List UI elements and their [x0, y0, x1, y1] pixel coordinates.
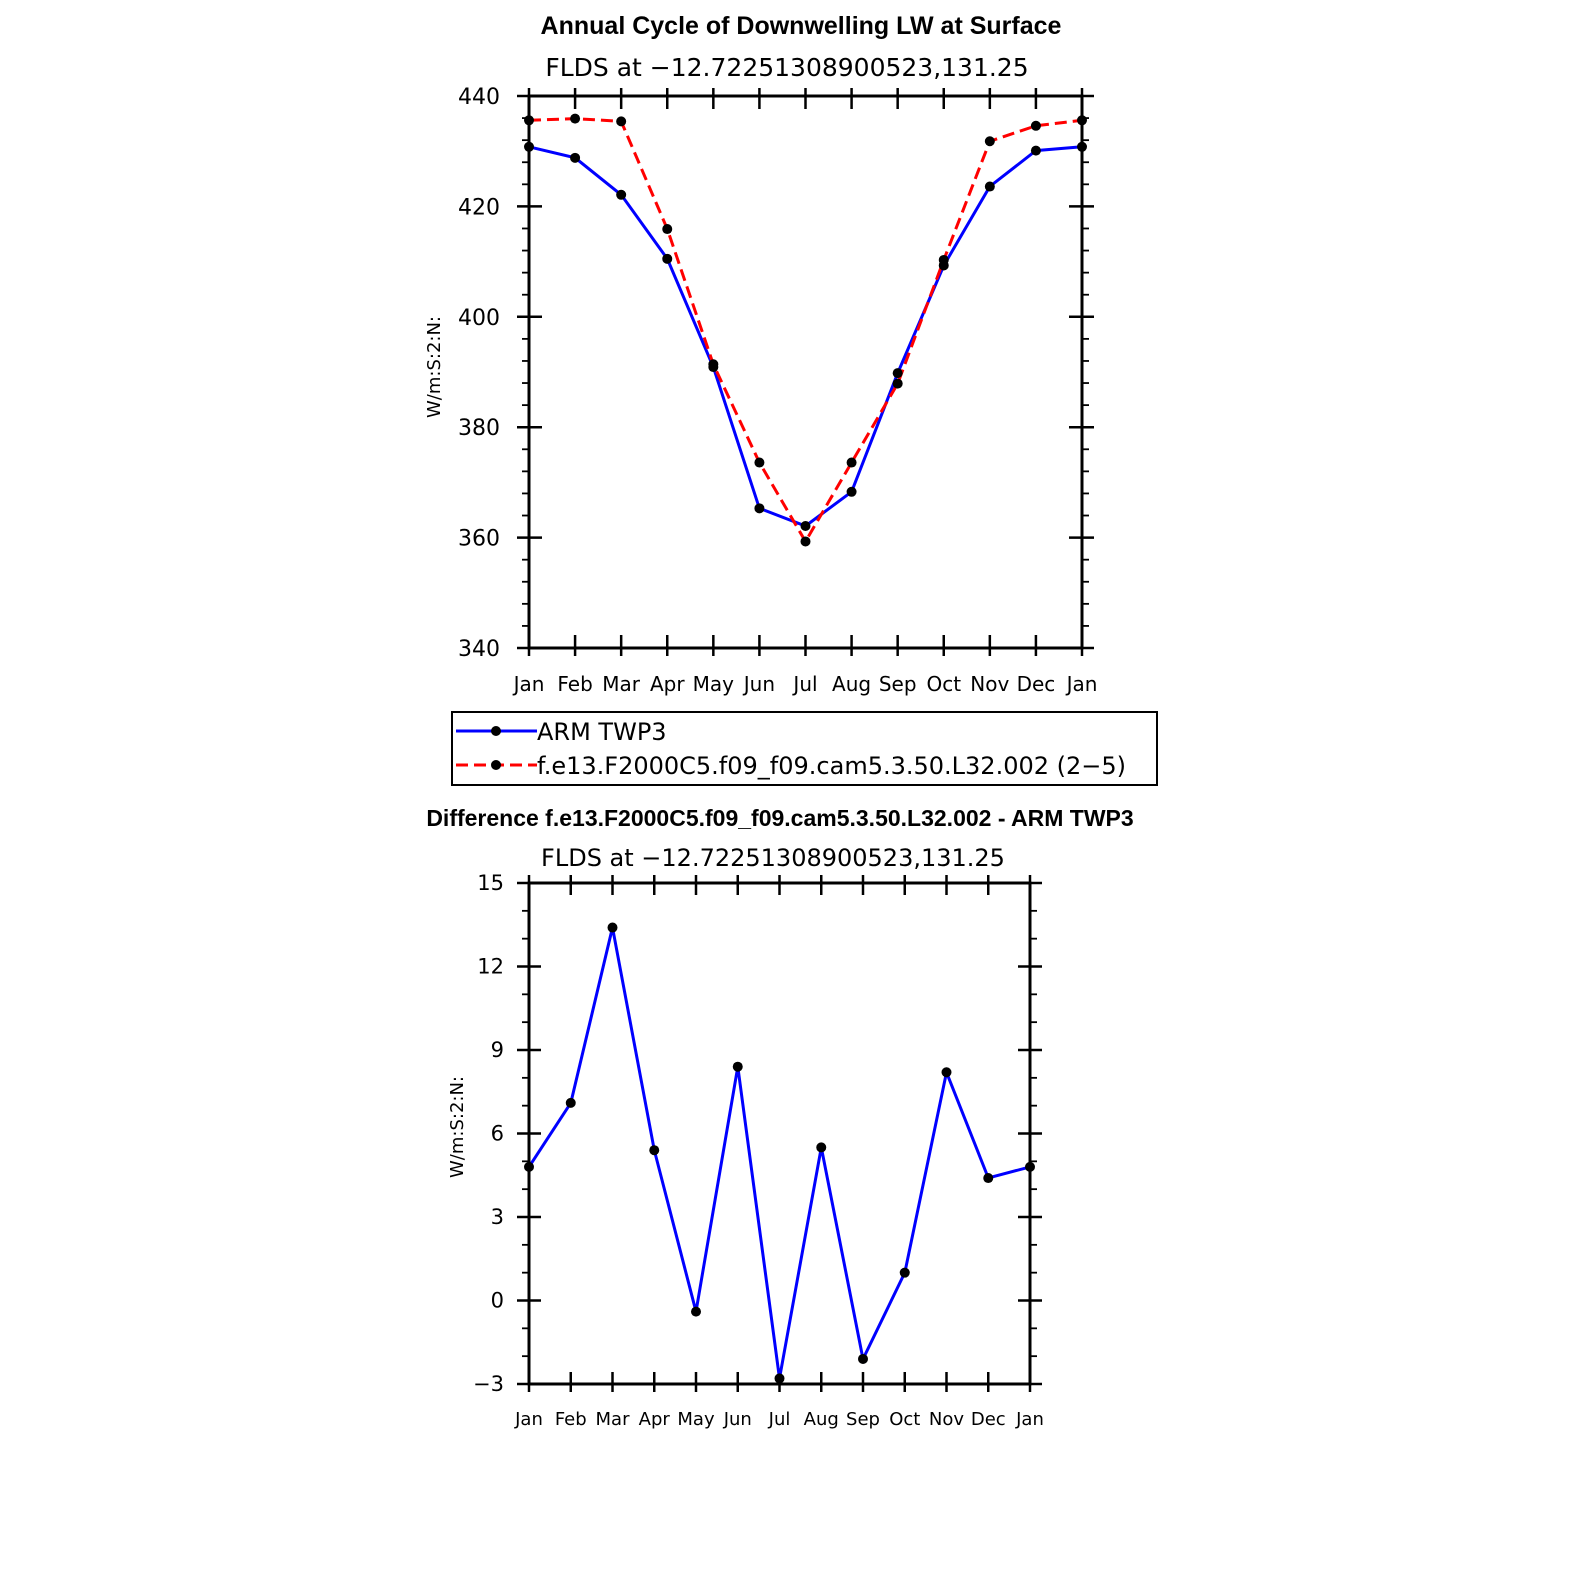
- x-tick-label: Oct: [889, 1409, 920, 1430]
- legend-marker-model: [491, 760, 501, 770]
- series-group: [524, 922, 1035, 1384]
- x-tick-label: Jan: [514, 1409, 543, 1430]
- x-tick-label: Jun: [742, 672, 775, 696]
- data-point: [754, 503, 765, 514]
- y-tick-label: 15: [477, 871, 504, 895]
- y-tick-labels: −3 0 3 6 9 12 15: [473, 871, 504, 1396]
- legend-label-model: f.e13.F2000C5.f09_f09.cam5.3.50.L32.002 …: [537, 752, 1126, 780]
- legend: ARM TWP3 f.e13.F2000C5.f09_f09.cam5.3.50…: [451, 711, 1158, 786]
- data-point: [570, 113, 581, 124]
- x-tick-label: Feb: [555, 1409, 587, 1430]
- x-tick-label: Jul: [768, 1409, 791, 1430]
- data-point: [732, 1061, 743, 1072]
- x-tick-label: Jun: [723, 1409, 752, 1430]
- data-point: [938, 254, 949, 265]
- plot-frame: [527, 881, 1032, 1386]
- x-tick-label: Jul: [791, 672, 817, 696]
- x-tick-label: Oct: [926, 672, 961, 696]
- data-point: [691, 1306, 701, 1317]
- data-point: [984, 181, 995, 192]
- y-tick-label: 420: [458, 195, 500, 220]
- y-tick-label: 9: [491, 1038, 504, 1062]
- x-tick-label: Feb: [557, 672, 592, 696]
- data-point: [662, 224, 673, 235]
- chart-title: Annual Cycle of Downwelling LW at Surfac…: [541, 12, 1062, 40]
- data-point: [899, 1267, 910, 1278]
- data-point: [570, 152, 581, 163]
- x-tick-label: Nov: [929, 1409, 964, 1430]
- data-point: [649, 1145, 660, 1156]
- difference-chart: Difference f.e13.F2000C5.f09_f09.cam5.3.…: [426, 805, 1133, 1430]
- data-point: [800, 536, 811, 547]
- data-point: [846, 457, 857, 468]
- y-tick-label: 440: [458, 85, 500, 110]
- y-tick-label: 360: [458, 527, 500, 552]
- x-tick-label: Aug: [832, 672, 871, 696]
- data-point: [774, 1373, 785, 1384]
- data-point: [708, 359, 719, 370]
- y-tick-label: 3: [491, 1205, 504, 1229]
- data-point: [1030, 145, 1041, 156]
- legend-marker-arm: [491, 726, 501, 736]
- data-point: [858, 1353, 868, 1364]
- annual-cycle-chart: Annual Cycle of Downwelling LW at Surfac…: [424, 12, 1158, 786]
- data-point: [846, 486, 857, 497]
- chart-title: Difference f.e13.F2000C5.f09_f09.cam5.3.…: [426, 805, 1133, 831]
- major-ticks: [517, 875, 1042, 1392]
- x-tick-label: Apr: [650, 672, 685, 696]
- data-point: [816, 1142, 827, 1153]
- data-point: [800, 521, 811, 532]
- x-tick-labels: Jan Feb Mar Apr May Jun Jul Aug Sep Oct …: [514, 1409, 1044, 1430]
- y-tick-label: 12: [477, 955, 504, 979]
- data-point: [565, 1097, 576, 1108]
- x-tick-label: Mar: [602, 672, 641, 696]
- x-tick-label: May: [693, 672, 735, 696]
- x-tick-label: Sep: [879, 672, 917, 696]
- y-tick-label: 400: [458, 306, 500, 331]
- x-tick-label: Dec: [971, 1409, 1006, 1430]
- data-point: [984, 136, 995, 147]
- data-point: [607, 922, 618, 933]
- data-point: [941, 1067, 952, 1078]
- x-tick-label: Jan: [1015, 1409, 1044, 1430]
- series-line: [528, 117, 1083, 545]
- x-tick-label: May: [677, 1409, 715, 1430]
- data-point: [616, 116, 627, 127]
- x-tick-label: Apr: [639, 1409, 671, 1430]
- x-tick-label: Sep: [846, 1409, 880, 1430]
- y-tick-labels: 340 360 380 400 420 440: [458, 85, 500, 662]
- y-tick-label: 0: [491, 1289, 504, 1313]
- data-point: [754, 457, 765, 468]
- y-tick-label: 6: [491, 1122, 504, 1146]
- series-line: [528, 145, 1083, 528]
- y-axis-label: W/m:S:2:N:: [447, 1076, 468, 1178]
- chart-subtitle: FLDS at −12.72251308900523,131.25: [545, 53, 1028, 82]
- y-tick-label: 340: [458, 637, 500, 662]
- x-tick-label: Dec: [1017, 672, 1056, 696]
- data-point: [662, 253, 673, 264]
- x-tick-label: Nov: [970, 672, 1009, 696]
- x-tick-labels: Jan Feb Mar Apr May Jun Jul Aug Sep Oct …: [512, 672, 1098, 696]
- y-tick-label: 380: [458, 416, 500, 441]
- data-point: [1030, 120, 1041, 131]
- minor-ticks: [522, 117, 1089, 627]
- x-tick-label: Jan: [1065, 672, 1098, 696]
- x-tick-label: Jan: [512, 672, 545, 696]
- chart-subtitle: FLDS at −12.72251308900523,131.25: [541, 844, 1005, 872]
- data-point: [892, 368, 903, 379]
- y-tick-label: −3: [473, 1372, 504, 1396]
- plot-frame: [527, 94, 1084, 650]
- y-axis-label: W/m:S:2:N:: [424, 316, 445, 418]
- data-point: [616, 189, 627, 200]
- data-point: [983, 1173, 994, 1184]
- legend-box: [451, 711, 1158, 786]
- data-point: [892, 378, 903, 389]
- legend-label-arm: ARM TWP3: [537, 718, 667, 746]
- series-group: [524, 113, 1087, 547]
- x-tick-label: Mar: [596, 1409, 631, 1430]
- series-line: [527, 927, 1031, 1379]
- x-tick-label: Aug: [804, 1409, 839, 1430]
